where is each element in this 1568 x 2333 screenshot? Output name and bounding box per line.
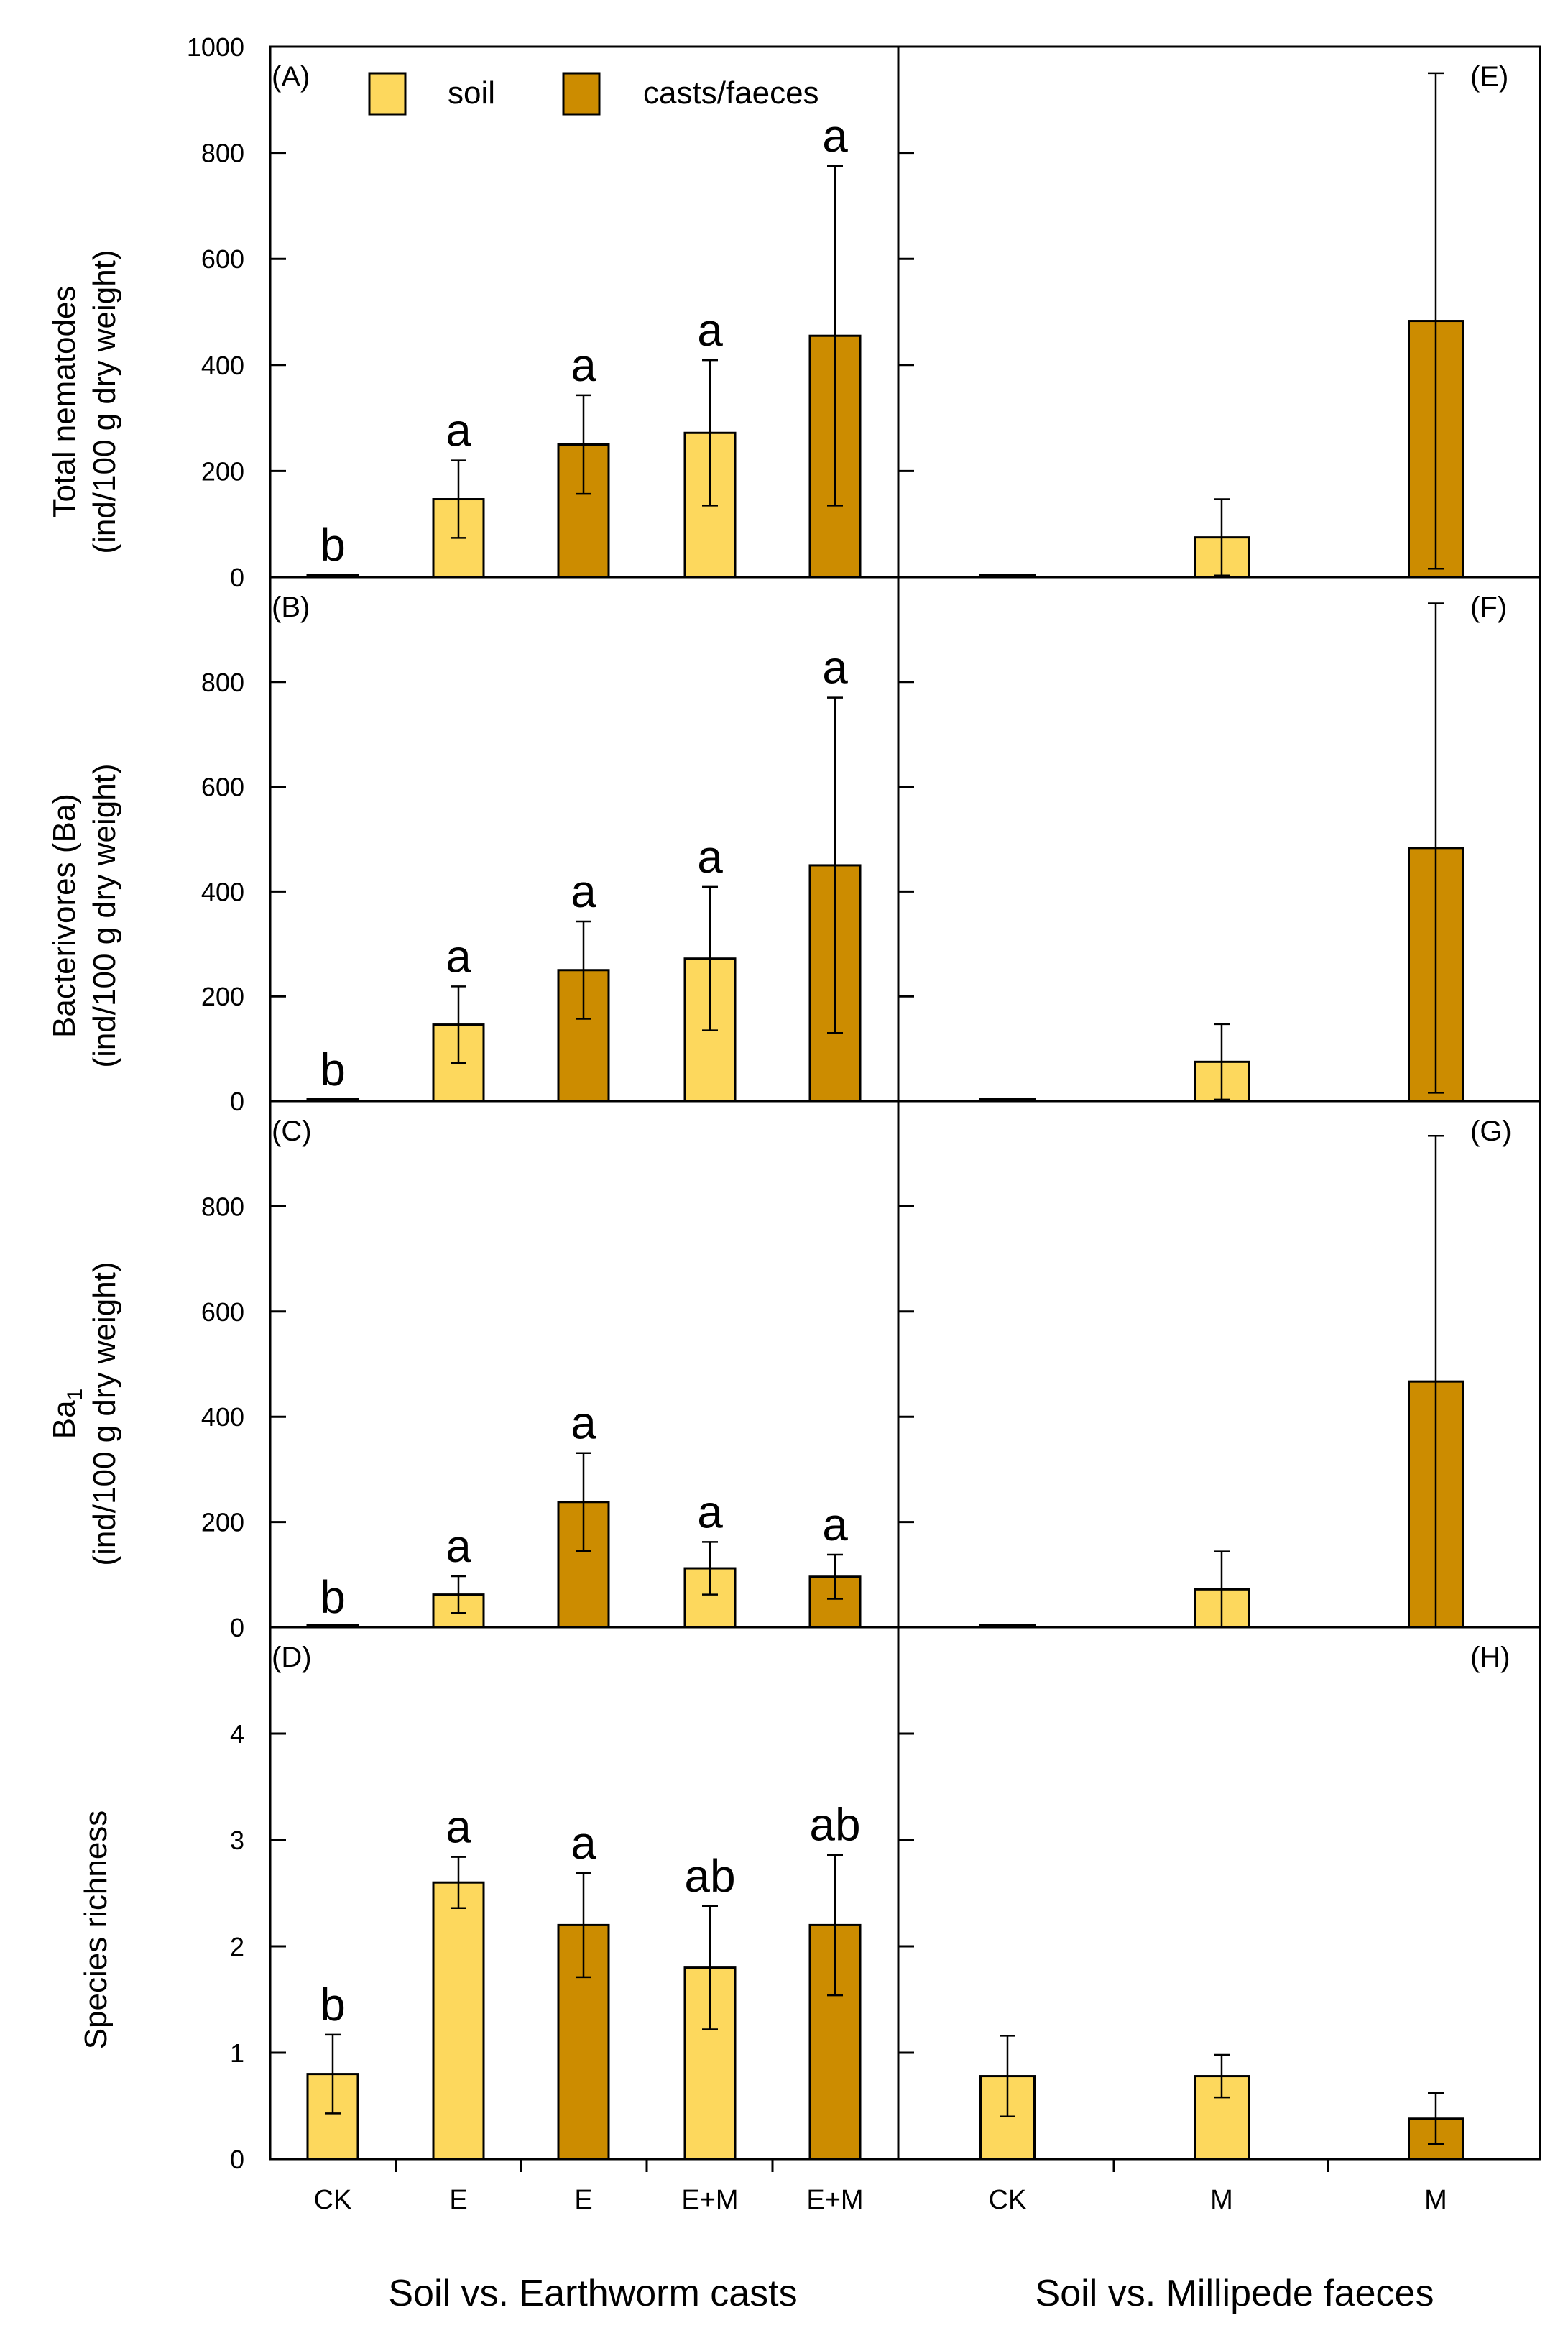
x-title-right: Soil vs. Millipede faeces [1036, 2273, 1434, 2314]
y-tick-label: 600 [201, 1297, 244, 1327]
legend: soil casts/faeces [368, 72, 819, 116]
panel-h: (H) [897, 1626, 1541, 2161]
y-title-line: (ind/100 g dry weight) [87, 763, 122, 1067]
panel-label: (F) [1470, 592, 1507, 623]
significance-letter: b [320, 519, 346, 571]
y-tick-label: 400 [201, 351, 244, 380]
panels: 02004006008001000(A)baaaa(E)020040060080… [187, 32, 1541, 2174]
significance-letter: b [320, 1044, 346, 1095]
panel-d: 0 1 2 3 4 (D) b a a ab ab [230, 1626, 900, 2174]
y-tick-label: 1000 [187, 32, 244, 62]
x-axis-ticks: CK E E E+M E+M CK M M [314, 2159, 1447, 2215]
significance-letter: a [446, 930, 471, 982]
y-title-line: (ind/100 g dry weight) [87, 1261, 122, 1565]
legend-label-soil: soil [448, 75, 495, 111]
panel-label: (C) [272, 1115, 312, 1147]
significance-letter: a [571, 1817, 596, 1869]
y-tick-label: 400 [201, 877, 244, 906]
significance-letter: a [446, 405, 471, 456]
y-tick-label: 400 [201, 1402, 244, 1432]
significance-letter: a [571, 865, 596, 917]
significance-letter: a [697, 1486, 723, 1537]
y-tick-label: 200 [201, 456, 244, 486]
significance-letter: a [822, 110, 848, 162]
y-title-line: Total nematodes [47, 286, 82, 518]
y-tick-label: 4 [230, 1719, 244, 1749]
bar [432, 1881, 485, 2161]
y-tick-label: 0 [230, 1613, 244, 1642]
x-title-left: Soil vs. Earthworm casts [388, 2273, 797, 2314]
panel-label: (H) [1470, 1642, 1511, 1673]
y-tick-label: 600 [201, 244, 244, 274]
panel-label: (A) [272, 61, 310, 93]
y-title-row-1: Total nematodes (ind/100 g dry weight) [47, 249, 122, 553]
y-title-line: Ba1 [47, 1389, 87, 1440]
y-tick-label: 1 [230, 2038, 244, 2068]
panel-e: (E) [897, 45, 1541, 579]
significance-letter: b [320, 1571, 346, 1623]
y-tick-label: 800 [201, 1192, 244, 1221]
y-tick-label: 600 [201, 773, 244, 802]
legend-swatch-soil [368, 72, 407, 116]
y-tick-label: 0 [230, 2145, 244, 2174]
y-tick-label: 200 [201, 1508, 244, 1537]
x-tick-label: M [1424, 2185, 1447, 2215]
x-tick-label: E+M [806, 2185, 863, 2215]
significance-letter: a [446, 1520, 471, 1572]
y-tick-label: 2 [230, 1932, 244, 1961]
x-tick-label: E [449, 2185, 467, 2215]
panel-b: 0 200 400 600 800 (B) b a a a a [201, 576, 900, 1116]
y-axis-titles: Total nematodes (ind/100 g dry weight)Bac… [47, 249, 122, 2049]
y-tick-label: 200 [201, 982, 244, 1011]
y-tick-label: 3 [230, 1826, 244, 1855]
significance-letter: a [446, 1801, 471, 1853]
significance-letter: b [320, 1979, 346, 2030]
legend-swatch-casts [562, 72, 601, 116]
significance-letter: a [571, 339, 596, 391]
panel-f: (F) [897, 576, 1541, 1103]
panel-label: (D) [272, 1642, 312, 1673]
x-tick-label: E+M [681, 2185, 738, 2215]
y-tick-label: 0 [230, 563, 244, 592]
x-tick-label: M [1210, 2185, 1233, 2215]
panel-a: 0 200 400 600 800 1000 (A) b a a a a [187, 32, 900, 592]
significance-letter: a [697, 304, 723, 356]
x-tick-label: CK [989, 2185, 1027, 2215]
y-title-row-3: Ba1 (ind/100 g dry weight) [47, 1261, 122, 1565]
significance-letter: a [822, 642, 848, 694]
x-axis-titles: Soil vs. Earthworm casts Soil vs. Millip… [388, 2273, 1434, 2314]
significance-letter: a [822, 1499, 848, 1550]
y-tick-label: 800 [201, 668, 244, 697]
panel-c: 0 200 400 600 800 (C) b a a a a [201, 1100, 900, 1642]
significance-letter: ab [684, 1850, 735, 1902]
legend-label-casts: casts/faeces [643, 75, 819, 111]
panel-label: (E) [1470, 61, 1508, 93]
y-title-line: Bacterivores (Ba) [47, 793, 82, 1038]
y-tick-label: 0 [230, 1087, 244, 1116]
y-tick-label: 800 [201, 139, 244, 168]
y-title-line: (ind/100 g dry weight) [87, 249, 122, 553]
significance-letter: ab [809, 1799, 860, 1851]
panel-label: (G) [1470, 1115, 1512, 1147]
y-title-row-2: Bacterivores (Ba) (ind/100 g dry weight) [47, 763, 122, 1067]
x-tick-label: E [574, 2185, 592, 2215]
x-tick-label: CK [314, 2185, 352, 2215]
significance-letter: a [571, 1397, 596, 1449]
y-title-line: Species richness [78, 1810, 114, 2050]
significance-letter: a [697, 831, 723, 883]
y-title-row-4: Species richness [78, 1810, 114, 2050]
panel-label: (B) [272, 592, 310, 623]
panel-g: (G) [897, 1100, 1541, 1629]
